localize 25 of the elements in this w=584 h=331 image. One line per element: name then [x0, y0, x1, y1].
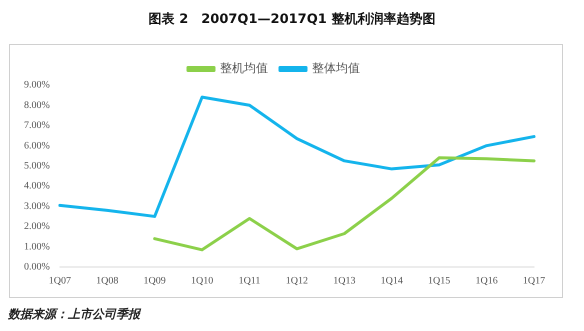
y-tick-label: 1.00%	[24, 241, 50, 252]
chart-title: 图表 2 2007Q1—2017Q1 整机利润率趋势图	[148, 10, 436, 28]
legend-label: 整体均值	[312, 61, 360, 76]
y-tick-label: 7.00%	[24, 120, 50, 132]
x-tick-label: 1Q11	[238, 276, 260, 287]
x-tick-label: 1Q13	[333, 276, 356, 287]
x-tick-label: 1Q09	[144, 276, 166, 287]
y-tick-label: 5.00%	[24, 160, 50, 172]
x-tick-label: 1Q07	[48, 276, 71, 287]
x-tick-label: 1Q12	[286, 276, 308, 287]
y-tick-label: 2.00%	[24, 221, 50, 232]
y-tick-label: 4.00%	[24, 180, 50, 192]
y-tick-label: 0.00%	[24, 262, 50, 273]
source-note: 数据来源：上市公司季报	[8, 306, 140, 323]
y-tick-label: 9.00%	[24, 80, 50, 91]
x-tick-label: 1Q15	[428, 276, 450, 287]
y-tick-label: 3.00%	[24, 200, 50, 212]
legend-label: 整机均值	[220, 61, 268, 76]
x-tick-label: 1Q10	[190, 276, 214, 287]
x-tick-label: 1Q17	[522, 276, 546, 287]
y-tick-label: 6.00%	[24, 140, 50, 152]
x-tick-label: 1Q16	[475, 276, 498, 287]
x-tick-label: 1Q14	[380, 276, 403, 287]
x-tick-label: 1Q08	[96, 276, 118, 287]
y-tick-label: 8.00%	[24, 100, 50, 111]
